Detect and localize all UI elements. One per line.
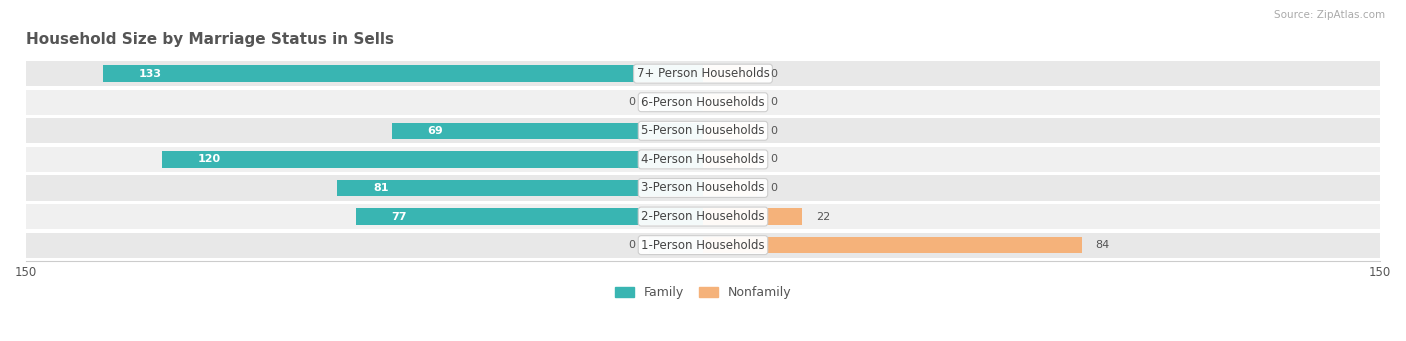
Text: Source: ZipAtlas.com: Source: ZipAtlas.com bbox=[1274, 10, 1385, 20]
Bar bbox=[703, 237, 1083, 253]
Text: 133: 133 bbox=[139, 69, 162, 79]
Text: 1-Person Households: 1-Person Households bbox=[641, 239, 765, 252]
Text: 81: 81 bbox=[374, 183, 389, 193]
Text: 120: 120 bbox=[198, 154, 221, 164]
Text: 0: 0 bbox=[770, 69, 778, 79]
Bar bbox=[27, 90, 1379, 115]
Text: 0: 0 bbox=[770, 97, 778, 107]
Bar bbox=[27, 204, 1379, 229]
Legend: Family, Nonfamily: Family, Nonfamily bbox=[614, 286, 792, 299]
Text: 84: 84 bbox=[1095, 240, 1109, 250]
Bar bbox=[337, 180, 703, 196]
Bar bbox=[703, 122, 758, 139]
Bar bbox=[703, 208, 803, 225]
Text: 5-Person Households: 5-Person Households bbox=[641, 124, 765, 137]
Bar bbox=[703, 65, 758, 82]
Text: Household Size by Marriage Status in Sells: Household Size by Marriage Status in Sel… bbox=[27, 32, 394, 47]
Bar bbox=[392, 122, 703, 139]
Text: 0: 0 bbox=[770, 183, 778, 193]
Text: 0: 0 bbox=[628, 97, 636, 107]
Bar bbox=[27, 233, 1379, 258]
Text: 3-Person Households: 3-Person Households bbox=[641, 181, 765, 194]
Text: 4-Person Households: 4-Person Households bbox=[641, 153, 765, 166]
Bar bbox=[648, 237, 703, 253]
Text: 77: 77 bbox=[392, 211, 408, 222]
Text: 0: 0 bbox=[770, 154, 778, 164]
Text: 0: 0 bbox=[770, 126, 778, 136]
Bar bbox=[27, 118, 1379, 143]
Text: 6-Person Households: 6-Person Households bbox=[641, 96, 765, 109]
Bar bbox=[703, 180, 758, 196]
Bar bbox=[162, 151, 703, 168]
Bar bbox=[27, 147, 1379, 172]
Text: 22: 22 bbox=[815, 211, 830, 222]
Bar bbox=[103, 65, 703, 82]
Text: 2-Person Households: 2-Person Households bbox=[641, 210, 765, 223]
Bar bbox=[27, 61, 1379, 86]
Text: 69: 69 bbox=[427, 126, 443, 136]
Bar bbox=[356, 208, 703, 225]
Bar bbox=[703, 151, 758, 168]
Text: 0: 0 bbox=[628, 240, 636, 250]
Bar bbox=[703, 94, 758, 110]
Bar bbox=[27, 175, 1379, 201]
Bar bbox=[648, 94, 703, 110]
Text: 7+ Person Households: 7+ Person Households bbox=[637, 67, 769, 80]
